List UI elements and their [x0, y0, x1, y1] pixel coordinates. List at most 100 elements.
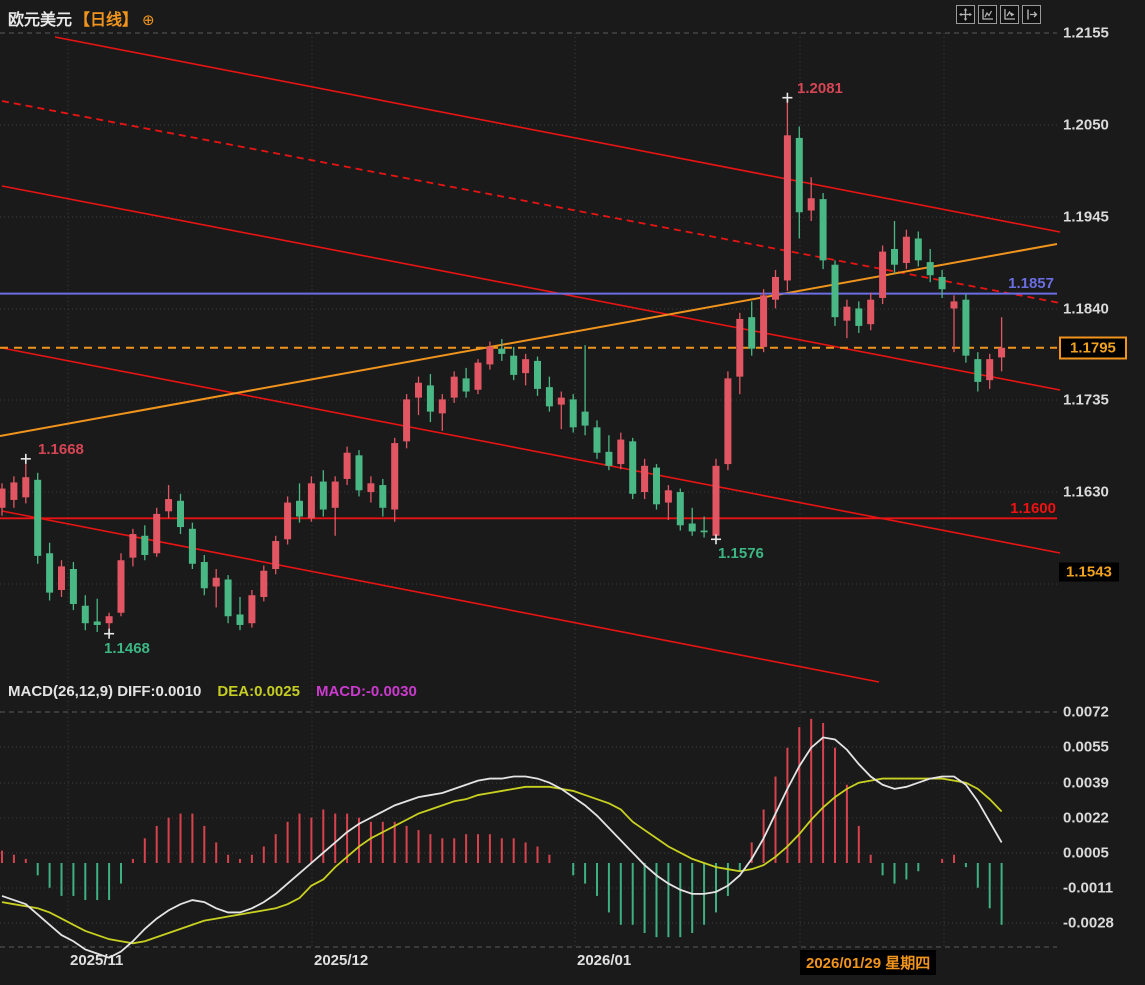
candle-body[interactable] [331, 481, 339, 508]
period-tag[interactable]: 【日线】 [74, 12, 139, 29]
price-level-label: 1.1600 [1010, 500, 1056, 517]
axis-scale-icon[interactable] [978, 5, 997, 24]
candle-body[interactable] [676, 492, 684, 526]
candle-body[interactable] [831, 264, 839, 318]
candle-body[interactable] [415, 382, 422, 398]
candle-body[interactable] [391, 443, 399, 510]
candle-body[interactable] [486, 346, 494, 365]
candle-body[interactable] [688, 523, 696, 532]
candle-body[interactable] [653, 467, 660, 505]
candle-body[interactable] [748, 317, 756, 349]
candle-body[interactable] [141, 535, 149, 556]
candle-body[interactable] [724, 378, 732, 465]
candle-body[interactable] [46, 553, 54, 593]
candle-body[interactable] [962, 299, 970, 356]
candle-body[interactable] [867, 299, 875, 325]
candle-body[interactable] [105, 616, 113, 624]
candle-body[interactable] [986, 359, 994, 381]
candle-body[interactable] [581, 411, 589, 426]
candle-body[interactable] [236, 614, 244, 625]
candle-body[interactable] [129, 534, 137, 558]
candle-body[interactable] [379, 485, 387, 508]
candle-body[interactable] [212, 577, 220, 587]
macd-indicator-header[interactable]: MACD(26,12,9) DIFF:0.0010 DEA:0.0025 MACD:… [8, 683, 433, 700]
candle-body[interactable] [93, 621, 101, 625]
axis-scale-icon [982, 9, 993, 20]
candle-body[interactable] [593, 427, 601, 453]
candle-body[interactable] [534, 360, 541, 389]
add-indicator-icon[interactable]: ⊕ [142, 12, 155, 29]
candle-body[interactable] [0, 488, 6, 508]
candle-body[interactable] [641, 465, 649, 493]
candle-body[interactable] [355, 455, 363, 491]
move-crosshair-icon[interactable] [956, 5, 975, 24]
candle-body[interactable] [343, 452, 351, 479]
candle-body[interactable] [617, 439, 625, 465]
candle-body[interactable] [462, 378, 470, 392]
candle-body[interactable] [974, 359, 982, 382]
candle-body[interactable] [367, 483, 375, 493]
candle-body[interactable] [260, 570, 268, 597]
candle-body[interactable] [545, 387, 553, 407]
candle-body[interactable] [557, 397, 565, 405]
candle-body[interactable] [272, 541, 280, 570]
candle-body[interactable] [795, 137, 803, 213]
price-axis-label: 1.2050 [1063, 116, 1109, 134]
candle-body[interactable] [926, 262, 934, 276]
candle-body[interactable] [772, 276, 779, 300]
candle-body[interactable] [736, 318, 744, 377]
axis-pointer-icon[interactable] [1000, 5, 1019, 24]
candle-body[interactable] [950, 301, 958, 309]
candle-body[interactable] [296, 500, 303, 517]
price-extreme-annotation: 1.1576 [718, 545, 764, 562]
candle-body[interactable] [998, 347, 1006, 358]
candle-body[interactable] [69, 569, 77, 604]
candle-body[interactable] [891, 248, 898, 265]
trendline [1, 185, 1061, 391]
candle-body[interactable] [319, 481, 327, 510]
price-badge: 1.1543 [1059, 562, 1119, 582]
candle-body[interactable] [902, 236, 910, 263]
candle-body[interactable] [522, 359, 530, 374]
candle-body[interactable] [712, 465, 720, 536]
candle-body[interactable] [284, 502, 292, 540]
candle-body[interactable] [760, 295, 768, 347]
candle-body[interactable] [177, 500, 184, 528]
candle-body[interactable] [22, 477, 30, 498]
candle-body[interactable] [605, 451, 613, 466]
candle-body[interactable] [700, 530, 708, 533]
candle-body[interactable] [403, 399, 411, 442]
candle-body[interactable] [165, 499, 173, 512]
candle-body[interactable] [200, 562, 208, 589]
candle-body[interactable] [879, 251, 887, 298]
candle-body[interactable] [843, 306, 851, 321]
candle-body[interactable] [474, 362, 482, 390]
candle-body[interactable] [58, 566, 65, 590]
candle-body[interactable] [188, 528, 196, 564]
candle-body[interactable] [664, 490, 672, 503]
candle-body[interactable] [224, 579, 232, 617]
candle-body[interactable] [498, 348, 506, 354]
candle-body[interactable] [81, 605, 89, 624]
price-extreme-annotation: 1.1668 [38, 441, 84, 458]
candle-body[interactable] [510, 355, 518, 375]
exit-right-icon[interactable] [1022, 5, 1041, 24]
candle-body[interactable] [819, 199, 827, 261]
candle-body[interactable] [629, 441, 637, 494]
candle-body[interactable] [807, 198, 815, 211]
candle-body[interactable] [248, 595, 256, 624]
candle-body[interactable] [426, 385, 434, 412]
candle-body[interactable] [10, 482, 18, 500]
candle-body[interactable] [153, 513, 161, 554]
candle-body[interactable] [117, 560, 125, 613]
candle-body[interactable] [783, 135, 791, 281]
candle-body[interactable] [34, 479, 42, 556]
candle-body[interactable] [938, 276, 946, 290]
candle-body[interactable] [914, 238, 922, 261]
candle-body[interactable] [569, 399, 577, 428]
candle-body[interactable] [450, 376, 458, 398]
candle-body[interactable] [438, 399, 446, 414]
candle-body[interactable] [307, 483, 315, 519]
candle-body[interactable] [855, 308, 863, 326]
